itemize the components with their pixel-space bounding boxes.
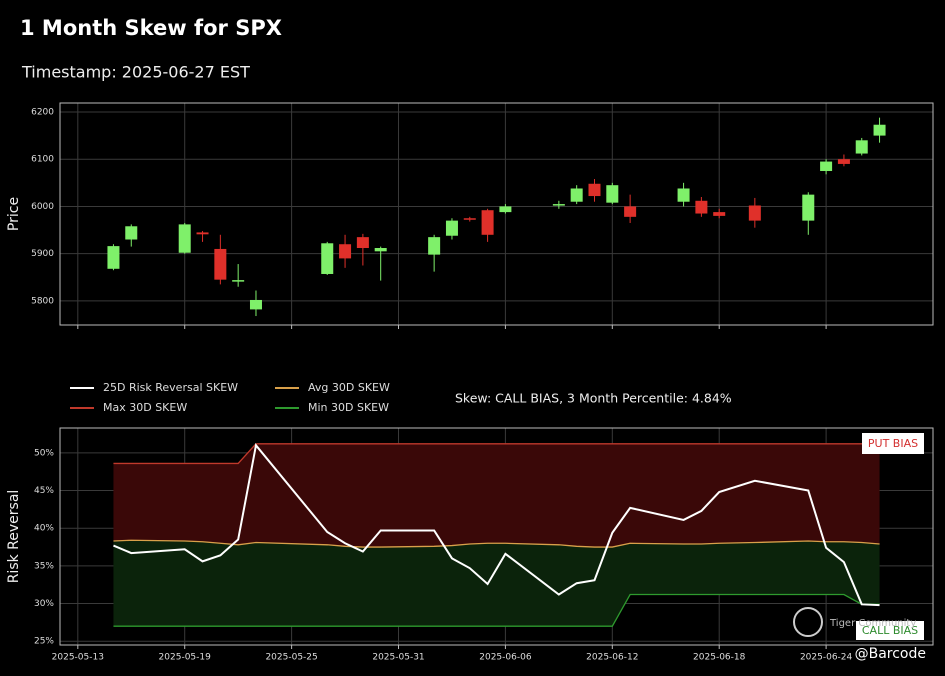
candle-body — [445, 220, 458, 236]
candle-body — [837, 159, 850, 164]
candle-body — [695, 200, 708, 214]
legend-label: Min 30D SKEW — [308, 401, 389, 414]
candle-body — [873, 124, 886, 136]
y-tick-label: 30% — [34, 599, 54, 609]
x-tick-label: 2025-06-06 — [479, 653, 532, 663]
x-tick-label: 2025-06-24 — [800, 653, 853, 663]
series-line — [113, 443, 880, 465]
y-tick-label: 35% — [34, 561, 54, 571]
y-axis-label: Risk Reversal — [6, 490, 22, 584]
x-tick-label: 2025-05-13 — [52, 653, 104, 663]
candle-body — [428, 237, 441, 255]
candle-body — [481, 210, 494, 235]
badge-label: PUT BIAS — [868, 437, 918, 450]
legend-label: Avg 30D SKEW — [308, 381, 390, 394]
candle-body — [125, 226, 138, 240]
badge-label: CALL BIAS — [862, 624, 918, 637]
candle-body — [552, 204, 565, 206]
y-tick-label: 5800 — [31, 296, 54, 306]
badge-box — [862, 433, 924, 454]
x-tick-label: 2025-05-31 — [372, 653, 424, 663]
series-line — [113, 539, 880, 548]
plot-frame — [59, 427, 934, 646]
legend-label: 25D Risk Reversal SKEW — [103, 381, 238, 394]
y-axis-label: Price — [6, 197, 22, 231]
chart-subtitle: Timestamp: 2025-06-27 EST — [21, 63, 250, 82]
candle-body — [463, 218, 476, 220]
candle-body — [232, 280, 245, 282]
candle-body — [249, 299, 262, 310]
candle-body — [339, 244, 352, 259]
candle-body — [356, 237, 369, 249]
candle-body — [178, 224, 191, 253]
candle-body — [606, 185, 619, 203]
x-tick-label: 2025-05-25 — [265, 653, 317, 663]
watermark: Tiger Community — [829, 618, 916, 629]
y-tick-label: 50% — [34, 448, 54, 458]
x-tick-label: 2025-06-18 — [693, 653, 746, 663]
watermark: @Barcode — [855, 646, 926, 662]
x-tick-label: 2025-06-12 — [586, 653, 638, 663]
series-line — [113, 593, 880, 627]
candle-body — [499, 206, 512, 213]
candle-body — [588, 183, 601, 197]
y-tick-label: 45% — [34, 486, 54, 496]
y-tick-label: 40% — [34, 524, 54, 534]
series-line — [113, 443, 880, 607]
plot-frame — [59, 102, 934, 326]
candle-body — [107, 246, 120, 269]
fill-area — [113, 540, 880, 627]
y-tick-label: 6000 — [31, 202, 54, 212]
candle-body — [570, 188, 583, 202]
annotation: Skew: CALL BIAS, 3 Month Percentile: 4.8… — [455, 391, 732, 406]
y-tick-label: 6100 — [31, 155, 54, 165]
candle-body — [677, 188, 690, 202]
candle-body — [321, 243, 334, 274]
x-tick-label: 2025-05-19 — [159, 653, 212, 663]
y-tick-label: 5900 — [31, 249, 54, 259]
watermark-logo — [793, 607, 823, 637]
candle-body — [214, 248, 227, 280]
candle-body — [374, 248, 387, 252]
y-tick-label: 25% — [34, 637, 54, 647]
candle-body — [624, 206, 637, 217]
y-tick-label: 6200 — [31, 107, 54, 117]
candle-body — [802, 194, 815, 221]
candle-body — [855, 140, 868, 154]
candle-body — [820, 161, 833, 172]
chart-title: 1 Month Skew for SPX — [20, 16, 282, 40]
fill-area — [113, 443, 880, 548]
badge-box — [856, 621, 924, 640]
candle-body — [713, 212, 726, 216]
candle-body — [748, 205, 761, 221]
candle-body — [196, 232, 209, 235]
legend-label: Max 30D SKEW — [103, 401, 187, 414]
